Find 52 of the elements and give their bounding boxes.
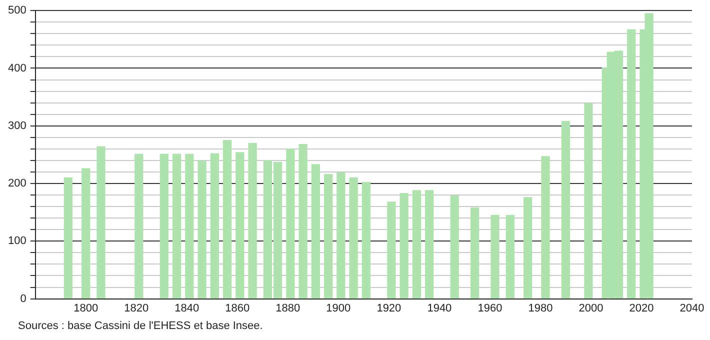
y-tick-label: 300 [8, 120, 26, 132]
bar [64, 177, 73, 299]
bar [349, 177, 358, 299]
bar [172, 154, 182, 299]
source-note: Sources : base Cassini de l'EHESS et base Insee. [18, 320, 263, 332]
bar [134, 154, 144, 299]
bar [222, 140, 232, 299]
bar [236, 152, 244, 299]
bar [627, 29, 636, 299]
bar [311, 164, 320, 299]
bar [400, 192, 408, 299]
bar [425, 190, 434, 299]
x-tick-label: 1980 [528, 302, 553, 314]
bar [470, 207, 480, 299]
x-tick-label: 1800 [74, 302, 98, 314]
bar [198, 160, 206, 299]
x-tick-label: 1820 [124, 302, 149, 314]
bar [160, 154, 168, 299]
y-tick-label: 200 [8, 178, 26, 190]
x-tick-label: 1960 [478, 302, 502, 314]
y-tick-label: 100 [8, 235, 26, 248]
bar [248, 142, 257, 299]
bar [82, 168, 90, 299]
bar [506, 214, 514, 299]
bar [541, 156, 550, 299]
x-tick-label: 1840 [174, 302, 200, 314]
bar [286, 148, 295, 299]
bar [584, 103, 593, 299]
y-tick-label: 0 [20, 292, 26, 305]
y-tick-label: 500 [8, 4, 26, 17]
bar [387, 202, 396, 299]
bar [362, 182, 371, 299]
bar [490, 214, 500, 299]
x-tick-label: 1900 [326, 302, 351, 314]
x-tick-label: 1920 [376, 302, 402, 314]
bar [412, 190, 422, 299]
x-tick-label: 2020 [629, 302, 654, 314]
bar [336, 172, 346, 299]
bar [450, 195, 459, 299]
bar [524, 197, 532, 299]
x-tick-label: 1860 [225, 302, 250, 314]
x-tick-label: 2040 [680, 302, 704, 314]
y-tick-label: 400 [8, 62, 26, 74]
x-tick-label: 1940 [427, 302, 452, 314]
bar [561, 120, 570, 299]
bar [324, 174, 333, 299]
x-tick-label: 1880 [276, 302, 300, 314]
bar [96, 146, 106, 299]
bar [185, 154, 194, 299]
bar [210, 153, 219, 299]
x-tick-label: 2000 [578, 302, 604, 314]
bar [298, 144, 308, 299]
